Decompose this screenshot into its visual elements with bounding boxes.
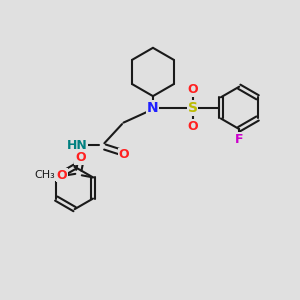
Text: O: O (188, 120, 198, 133)
Text: O: O (188, 83, 198, 96)
Text: S: S (188, 101, 198, 115)
Text: O: O (119, 148, 129, 161)
Text: O: O (56, 169, 67, 182)
Text: CH₃: CH₃ (34, 170, 55, 180)
Text: N: N (147, 101, 159, 115)
Text: HN: HN (67, 139, 87, 152)
Text: O: O (75, 151, 86, 164)
Text: F: F (235, 133, 244, 146)
